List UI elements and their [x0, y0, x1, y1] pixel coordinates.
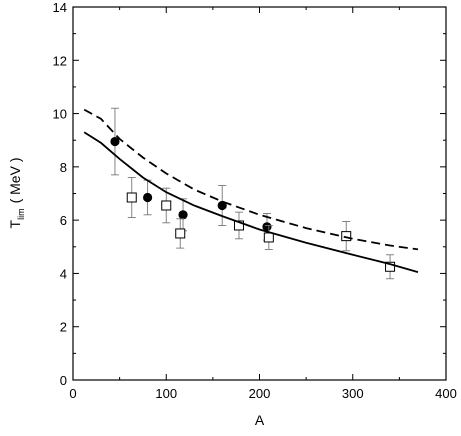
data-point-circle [143, 192, 153, 203]
data-point-square [161, 200, 172, 211]
data-point-square [341, 231, 352, 242]
data-point-square [175, 228, 186, 239]
y-tick-label: 0 [60, 373, 67, 388]
x-tick-label: 200 [249, 386, 271, 401]
data-point-circle [110, 136, 120, 147]
x-tick-label: 300 [342, 386, 364, 401]
y-tick-label: 6 [60, 213, 67, 228]
y-axis-label: Tlim ( MeV ) [7, 158, 26, 229]
data-point-square [126, 192, 137, 203]
y-tick-label: 8 [60, 160, 67, 175]
y-tick-label: 2 [60, 320, 67, 335]
y-axis-label-unit: ( MeV ) [7, 158, 23, 204]
y-tick-label: 12 [53, 53, 67, 68]
y-tick-label: 10 [53, 107, 67, 122]
y-axis-label-sub: lim [16, 208, 26, 220]
solid-curve [83, 131, 419, 273]
x-axis-label: A [255, 412, 265, 428]
y-tick-label: 14 [53, 0, 67, 15]
plot-area [83, 107, 419, 280]
data-point-square [233, 220, 244, 231]
data-point-square [263, 232, 274, 243]
dashed-curve [83, 108, 419, 251]
x-tick-label: 100 [155, 386, 177, 401]
x-tick-label: 400 [435, 386, 457, 401]
data-point-circle [178, 210, 188, 220]
x-tick-label: 0 [69, 386, 76, 401]
axis-ticks: 0 100 200 300 400 0 2 4 6 8 10 12 14 [53, 0, 457, 401]
data-point-square [385, 261, 396, 272]
y-axis-label-main: T [7, 219, 23, 228]
y-tick-label: 4 [60, 266, 67, 281]
